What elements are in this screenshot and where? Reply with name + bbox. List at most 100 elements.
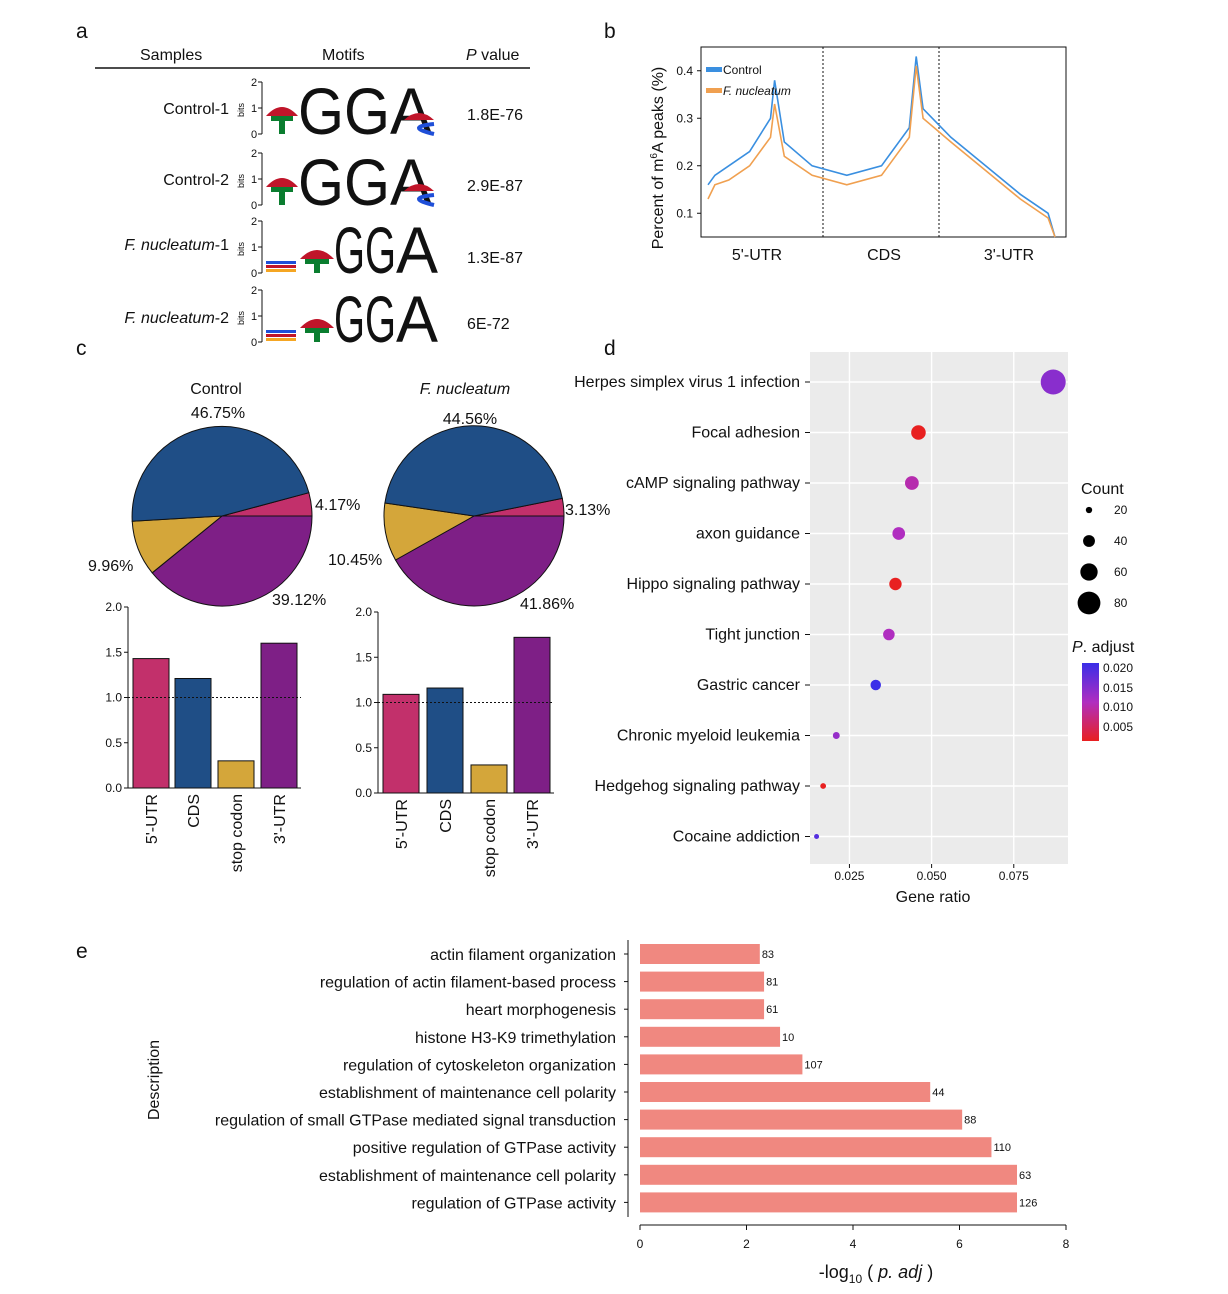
point — [889, 577, 902, 591]
motif-letters-gg: GG — [298, 145, 390, 219]
panel-e-letter: e — [76, 940, 88, 963]
point — [870, 679, 881, 691]
motif-row-4: F. nucleatum-2 6E-72 2 1 0 bits GG A — [124, 282, 509, 356]
category-label: Hippo signaling pathway — [627, 576, 800, 593]
motif-logo: 2 1 0 bits GG A — [236, 282, 438, 356]
bits-tick: 1 — [251, 242, 257, 254]
bits-tick: 1 — [251, 311, 257, 323]
motif-letter-a-small — [300, 319, 334, 328]
x-tick-label: CDS — [438, 799, 455, 833]
category-label: cAMP signaling pathway — [626, 475, 800, 492]
pie-title-fn: F. nucleatum — [420, 381, 510, 398]
legend-swatch-fn — [706, 88, 722, 93]
x-tick-label: 5'-UTR — [144, 794, 161, 844]
series-line-control — [707, 56, 1056, 238]
bar-count-label: 61 — [766, 1004, 778, 1016]
bits-tick: 0 — [251, 337, 257, 349]
padjust-colorbar — [1082, 663, 1099, 741]
bar — [640, 1164, 1018, 1185]
bits-label: bits — [236, 311, 246, 326]
bar-cds — [426, 687, 464, 794]
y-axis-title: Percent of m6A peaks (%) — [649, 67, 667, 250]
motif-letter-a-small — [404, 113, 434, 120]
legend-label-control: Control — [723, 63, 762, 77]
padjust-legend-label: 0.010 — [1103, 700, 1133, 714]
x-tick-label: 0.050 — [917, 869, 947, 883]
count-legend: Count 20 40 60 80 — [1077, 481, 1128, 615]
bits-tick: 2 — [251, 77, 257, 89]
bits-tick: 0 — [251, 268, 257, 280]
motif-letter-c-small — [417, 122, 435, 136]
bar-count-label: 110 — [993, 1142, 1011, 1154]
x-axis: 0 2 4 6 8 — [637, 1225, 1070, 1251]
bar-stop-codon — [217, 760, 255, 789]
pvalue-header: P value — [466, 47, 519, 64]
category-label: histone H3-K9 trimethylation — [415, 1030, 616, 1047]
x-tick-label: 5'-UTR — [394, 799, 411, 849]
legend-label-fn: F. nucleatum — [723, 84, 791, 98]
y-tick-label: 0.0 — [355, 786, 372, 800]
count-legend-label: 80 — [1114, 596, 1128, 610]
bar — [640, 999, 765, 1020]
pie-label-cds: 44.56% — [443, 411, 497, 428]
motif-logo: 2 1 0 bits GG A — [236, 145, 435, 219]
sample-label: Control-2 — [163, 172, 229, 189]
x-tick-label: 3'-UTR — [272, 794, 289, 844]
motif-letter-a-small — [404, 184, 434, 191]
count-legend-label: 40 — [1114, 534, 1128, 548]
category-label: heart morphogenesis — [466, 1002, 616, 1019]
bar-cds — [174, 677, 212, 789]
pie-label-5utr: 3.13% — [565, 502, 610, 519]
motif-letters-gg: GG — [298, 74, 390, 148]
motif-letter-a-small — [266, 107, 298, 116]
region-label: 5'-UTR — [732, 247, 782, 264]
motif-letter-t-small — [279, 116, 285, 134]
x-axis: 0.025 0.050 0.075 — [834, 864, 1029, 883]
bar-series: actin filament organization 83 regulation … — [215, 944, 1037, 1213]
panel-a: a Samples Motifs P value Control-1 1.8E-… — [76, 20, 530, 356]
category-labels: Herpes simplex virus 1 infection Focal ad… — [574, 374, 810, 846]
bar-count-label: 81 — [766, 977, 778, 989]
y-axis-title: Description — [146, 1040, 163, 1120]
y-tick-label: 0.5 — [105, 736, 122, 750]
padjust-legend-label: 0.015 — [1103, 681, 1133, 695]
bar-count-label: 88 — [964, 1115, 976, 1127]
sample-label: Control-1 — [163, 101, 229, 118]
x-tick-label: stop codon — [229, 794, 246, 872]
motif-letter-a: A — [396, 213, 438, 287]
count-legend-title: Count — [1081, 481, 1124, 498]
x-tick-label: 6 — [956, 1237, 963, 1251]
bar-5utr — [132, 658, 170, 789]
pie-slice-cds — [384, 425, 563, 517]
point — [883, 628, 895, 641]
panel-a-letter: a — [76, 20, 88, 43]
category-label: Gastric cancer — [697, 677, 801, 694]
bar — [640, 1054, 803, 1075]
pie-slice-3utr — [394, 515, 565, 607]
plot-background — [810, 352, 1068, 864]
motif-noise — [266, 330, 296, 333]
sample-label: F. nucleatum-2 — [124, 310, 229, 327]
x-tick-label: 3'-UTR — [525, 799, 542, 849]
bar-count-label: 126 — [1019, 1197, 1037, 1209]
x-tick-label: 0.075 — [999, 869, 1029, 883]
padjust-legend-title: P. adjust — [1072, 639, 1135, 656]
x-tick-label: CDS — [186, 794, 203, 828]
bar-chart-control: 0.0 0.5 1.0 1.5 2.0 5'-UTR CDS stop codon 3'-UTR — [105, 600, 301, 872]
pvalue-text: 6E-72 — [467, 316, 510, 333]
y-tick-label: 0.0 — [105, 781, 122, 795]
category-label: Cocaine addiction — [673, 829, 800, 846]
category-label: axon guidance — [696, 526, 800, 543]
bits-tick: 0 — [251, 129, 257, 141]
panel-e: e Description actin filament organizatio… — [76, 940, 1070, 1286]
x-axis-title: Gene ratio — [896, 889, 971, 906]
category-label: Tight junction — [705, 627, 800, 644]
count-legend-dot — [1080, 563, 1098, 581]
y-tick-label: 1.0 — [105, 691, 122, 705]
pie-chart-control — [131, 425, 313, 607]
category-label: establishment of maintenance cell polari… — [319, 1168, 616, 1185]
pvalue-text: 1.8E-76 — [467, 107, 523, 124]
bits-label: bits — [236, 103, 246, 118]
bar-stop-codon — [470, 764, 508, 794]
